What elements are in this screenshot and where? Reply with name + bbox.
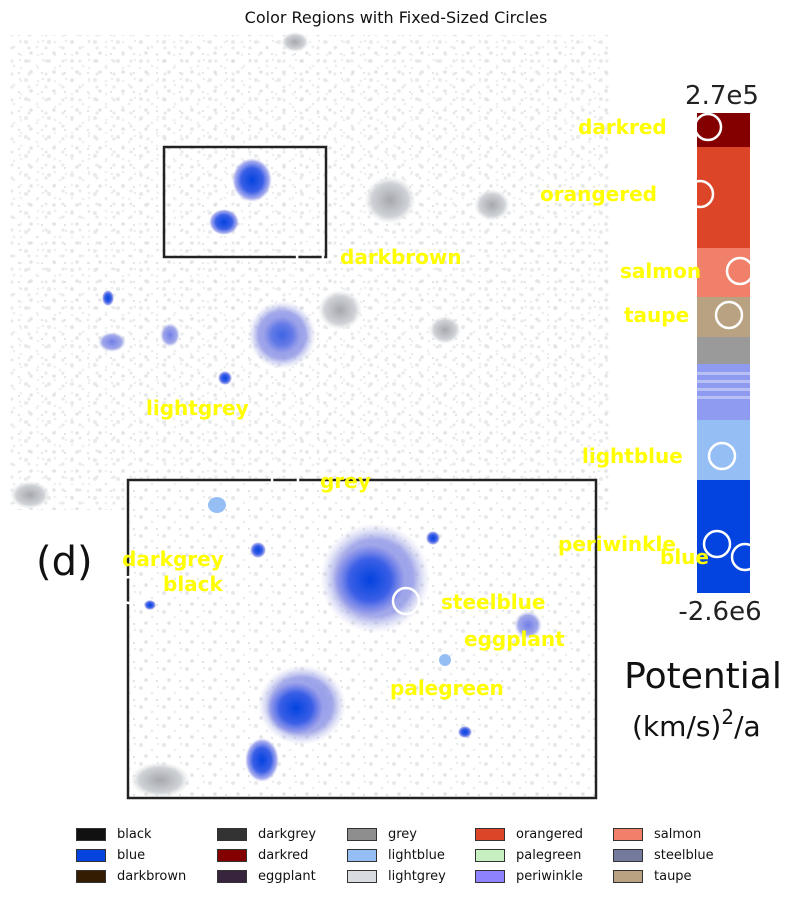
label-lightgrey: lightgrey	[146, 396, 249, 420]
legend-swatch	[475, 848, 505, 862]
legend-label: lightgrey	[388, 868, 446, 884]
colorbar-stripe	[697, 388, 750, 391]
legend-swatch	[76, 848, 106, 862]
circle-lightblue	[707, 441, 737, 471]
circle-grey	[270, 465, 300, 495]
legend-swatch	[475, 827, 505, 841]
legend-item-lightblue: lightblue	[347, 847, 475, 863]
marker-circles	[97, 112, 760, 616]
legend-label: black	[117, 826, 152, 842]
colorbar-max-label: 2.7e5	[685, 81, 759, 111]
label-grey: grey	[320, 469, 371, 493]
colorbar-segment-salmon	[697, 248, 750, 297]
colorbar-stripe	[697, 396, 750, 399]
circle-darkbrown	[295, 241, 325, 271]
legend-swatch	[613, 848, 643, 862]
colorbar-stripe	[697, 380, 750, 383]
label-darkred: darkred	[578, 115, 667, 139]
unit-exponent: 2	[721, 705, 734, 729]
circle-black	[115, 575, 145, 605]
colorbar-segment-grey	[697, 337, 750, 364]
legend-swatch	[217, 848, 247, 862]
legend-swatch	[347, 869, 377, 883]
circle-orangered	[685, 179, 715, 209]
legend-label: palegreen	[516, 847, 582, 863]
legend-label: salmon	[654, 826, 702, 842]
legend-label: orangered	[516, 826, 584, 842]
label-periwinkle: periwinkle	[558, 532, 676, 556]
colorbar-segment-lightblue	[697, 420, 750, 480]
circle-periwinkle	[702, 529, 732, 559]
colorbar	[697, 113, 750, 593]
legend-label: steelblue	[654, 847, 714, 863]
label-blue: blue	[660, 545, 709, 569]
label-black: black	[163, 572, 224, 596]
legend-swatch	[347, 827, 377, 841]
legend-swatch	[613, 827, 643, 841]
legend-item-darkred: darkred	[217, 847, 347, 863]
legend-swatch	[217, 869, 247, 883]
label-palegreen: palegreen	[390, 676, 504, 700]
region-labels: darkred orangered darkbrown salmon taupe…	[122, 115, 709, 700]
circle-darkgrey	[97, 547, 127, 577]
legend-label: eggplant	[258, 868, 316, 884]
label-salmon: salmon	[620, 259, 701, 283]
legend-label: darkred	[258, 847, 309, 863]
zoom-box	[162, 145, 328, 259]
unit-suffix: /a	[734, 710, 761, 743]
legend-swatch	[217, 827, 247, 841]
circle-salmon	[725, 256, 755, 286]
legend-item-salmon: salmon	[613, 826, 753, 842]
label-darkgrey: darkgrey	[122, 547, 224, 571]
circle-darkred	[693, 112, 723, 142]
legend-label: periwinkle	[516, 868, 583, 884]
legend-item-grey: grey	[347, 826, 475, 842]
circle-blue	[730, 542, 760, 572]
legend-label: blue	[117, 847, 146, 863]
legend-label: darkgrey	[258, 826, 317, 842]
colorbar-min-label: -2.6e6	[678, 597, 761, 627]
colorbar-stripe	[697, 372, 750, 375]
legend-item-eggplant: eggplant	[217, 868, 347, 884]
legend: black darkgrey grey orangered salmon blue dark…	[76, 826, 753, 884]
zoom-inset	[126, 478, 598, 800]
circle-taupe	[714, 300, 744, 330]
unit-base: (km/s)	[632, 710, 721, 743]
panel-tag: (d)	[36, 539, 93, 585]
label-steelblue: steelblue	[441, 590, 545, 614]
legend-item-steelblue: steelblue	[613, 847, 753, 863]
legend-item-lightgrey: lightgrey	[347, 868, 475, 884]
legend-swatch	[76, 869, 106, 883]
colorbar-title: Potential	[624, 656, 782, 697]
figure-title: Color Regions with Fixed-Sized Circles	[244, 8, 548, 27]
legend-label: darkbrown	[117, 868, 187, 884]
legend-label: taupe	[654, 868, 692, 884]
legend-item-orangered: orangered	[475, 826, 613, 842]
legend-item-palegreen: palegreen	[475, 847, 613, 863]
legend-item-darkbrown: darkbrown	[76, 868, 217, 884]
label-darkbrown: darkbrown	[340, 245, 462, 269]
label-eggplant: eggplant	[464, 627, 565, 651]
legend-item-periwinkle: periwinkle	[475, 868, 613, 884]
circle-steelblue	[391, 586, 421, 616]
legend-item-darkgrey: darkgrey	[217, 826, 347, 842]
legend-swatch	[613, 869, 643, 883]
colorbar-unit: (km/s)2/a	[632, 705, 761, 743]
legend-swatch	[76, 827, 106, 841]
legend-label: grey	[388, 826, 418, 842]
colorbar-segment-orangered	[697, 147, 750, 248]
legend-label: lightblue	[388, 847, 445, 863]
legend-item-black: black	[76, 826, 217, 842]
legend-swatch	[475, 869, 505, 883]
label-taupe: taupe	[624, 303, 689, 327]
legend-swatch	[347, 848, 377, 862]
legend-item-blue: blue	[76, 847, 217, 863]
colorbar-segment-darkred	[697, 113, 750, 147]
upper-map	[10, 32, 610, 510]
label-orangered: orangered	[540, 182, 657, 206]
legend-item-taupe: taupe	[613, 868, 753, 884]
label-lightblue: lightblue	[582, 444, 683, 468]
